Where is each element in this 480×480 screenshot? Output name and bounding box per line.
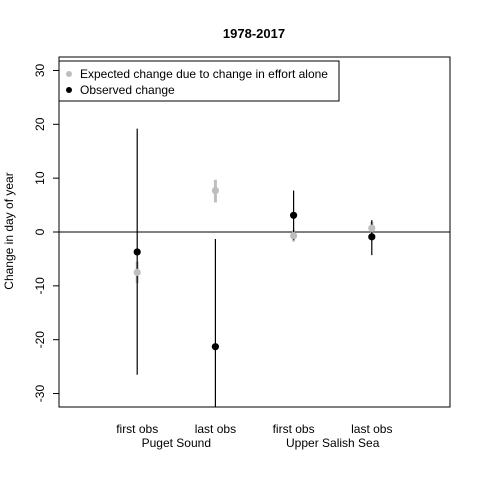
y-tick-label: -10 — [33, 277, 47, 295]
expected-point — [211, 186, 219, 195]
x-group-label: Upper Salish Sea — [286, 436, 380, 450]
expected-point — [368, 224, 376, 232]
expected-point — [133, 268, 141, 276]
y-tick-label: 0 — [33, 228, 47, 235]
x-tick-label: last obs — [351, 422, 392, 436]
observed-point — [368, 233, 376, 241]
y-tick-label: -20 — [33, 331, 47, 349]
legend-marker-expected — [66, 71, 72, 77]
observed-point — [290, 211, 298, 219]
y-tick-label: 10 — [33, 171, 47, 185]
x-group-label: Puget Sound — [142, 436, 211, 450]
y-tick-label: 30 — [33, 63, 47, 77]
x-tick-label: first obs — [116, 422, 158, 436]
legend-box — [58, 60, 340, 102]
legend-label-observed: Observed change — [80, 83, 175, 97]
data-layer — [133, 128, 376, 407]
x-tick-label: last obs — [195, 422, 236, 436]
legend-label-expected: Expected change due to change in effort … — [80, 67, 328, 81]
y-axis-label: Change in day of year — [2, 172, 16, 289]
observed-point — [133, 248, 141, 256]
y-tick-label: -30 — [33, 385, 47, 403]
expected-point — [290, 232, 298, 240]
observed-point — [211, 343, 219, 351]
x-tick-label: first obs — [273, 422, 315, 436]
chart-title: 1978-2017 — [223, 26, 285, 41]
y-tick-label: 20 — [33, 117, 47, 131]
legend-marker-observed — [66, 87, 72, 93]
legend: Expected change due to change in effort … — [58, 60, 340, 102]
